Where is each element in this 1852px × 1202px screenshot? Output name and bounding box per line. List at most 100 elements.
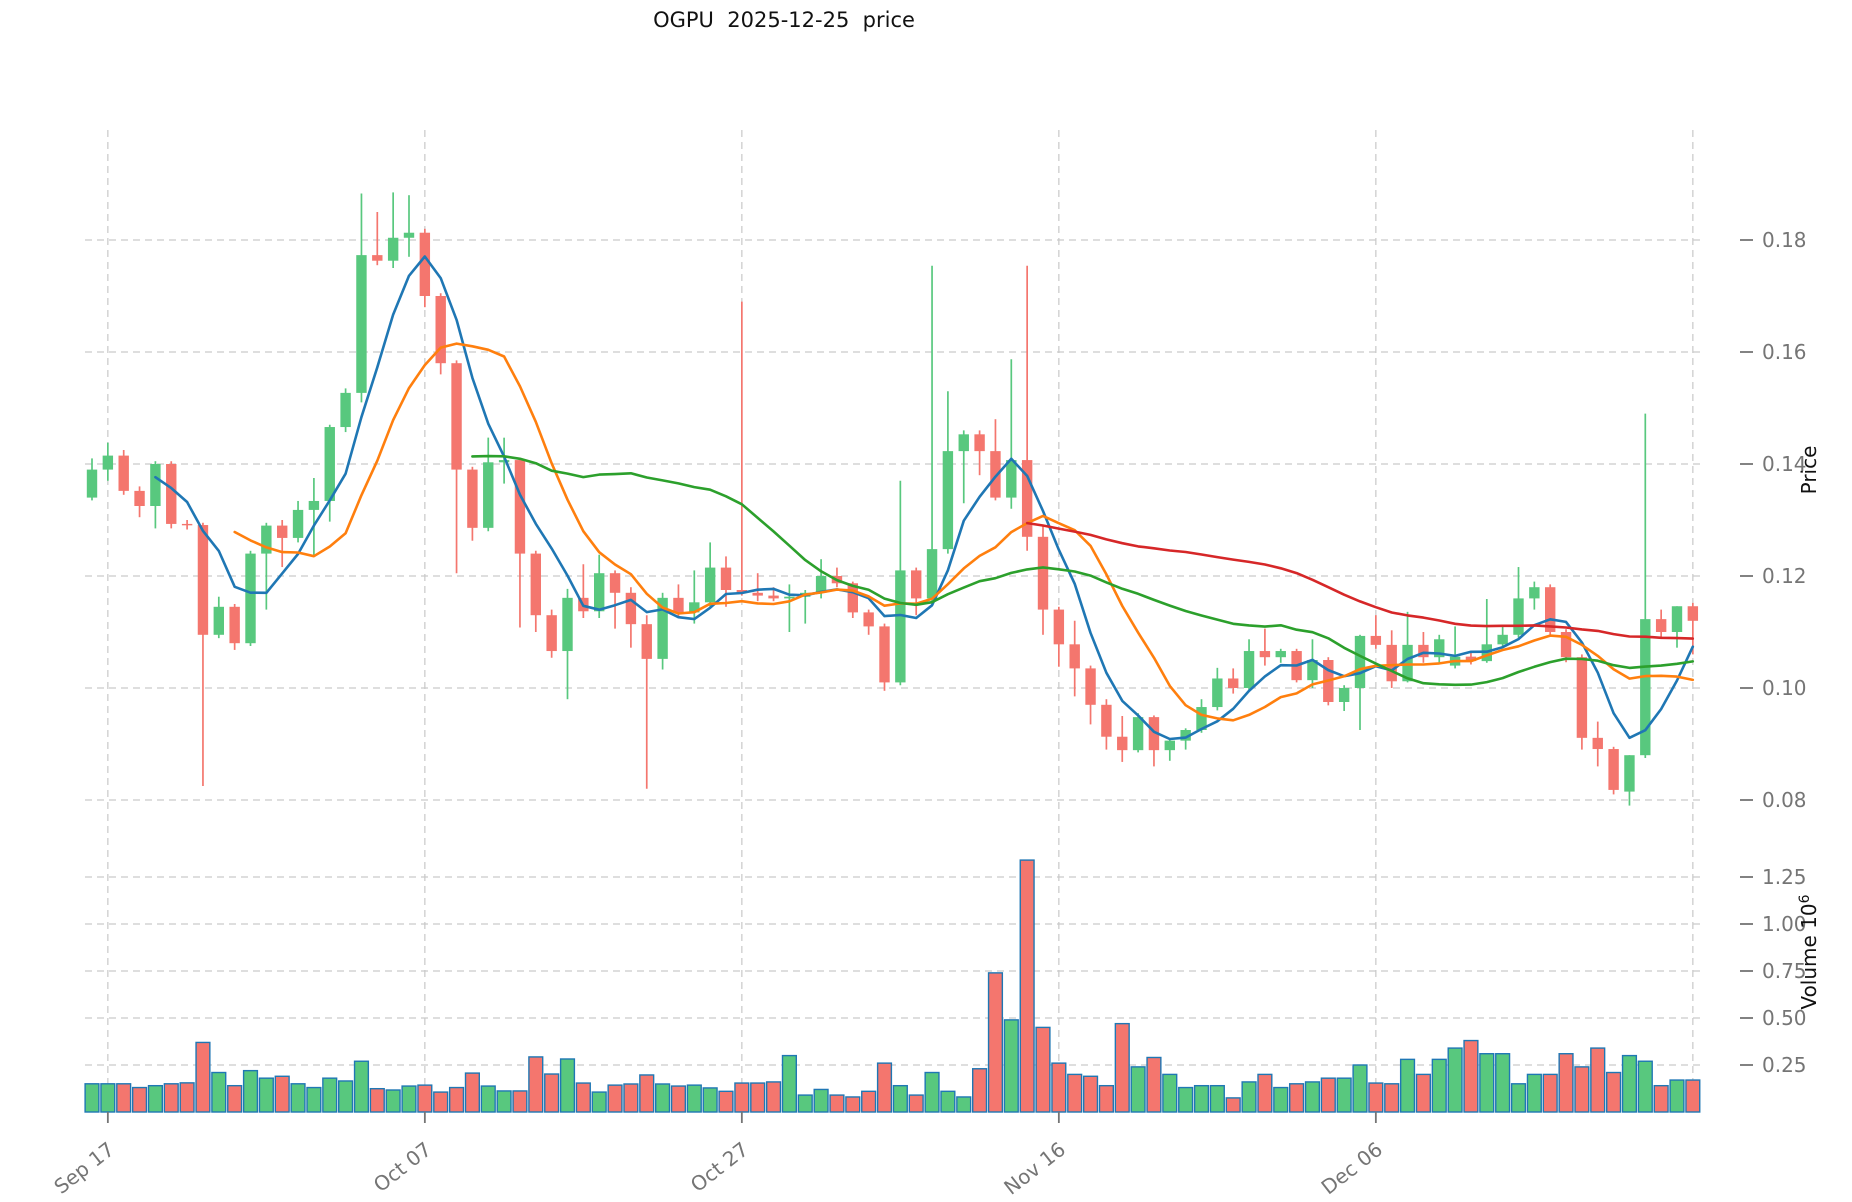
volume-bar	[1130, 1066, 1146, 1113]
volume-bar	[242, 1069, 259, 1113]
ma-line-25	[471, 454, 1695, 687]
candle-body	[372, 255, 383, 261]
volume-tick-label: 1.00	[1762, 912, 1807, 936]
volume-bar	[1384, 1083, 1400, 1113]
volume-bar	[781, 1054, 798, 1113]
candle-body	[1576, 657, 1588, 738]
candle-body	[86, 469, 98, 498]
candle-body	[387, 237, 399, 261]
candle-body	[879, 626, 890, 683]
candle-body	[990, 451, 1001, 498]
volume-bar	[686, 1084, 702, 1113]
volume-bar	[544, 1073, 560, 1113]
candle-body	[181, 523, 193, 526]
volume-bar	[528, 1056, 544, 1113]
price-tick-label: 0.18	[1762, 228, 1807, 252]
candle-body	[213, 606, 224, 635]
candle-body	[1259, 651, 1271, 658]
candle-body	[1370, 635, 1382, 645]
volume-bar	[1510, 1083, 1527, 1113]
y-axis-tick-labels: 0.08 0.10 0.12 0.14 0.16 0.18 1.25 1.00 0.75 0.50…	[1762, 228, 1807, 1077]
candle-body	[657, 597, 668, 659]
candle-body	[1228, 678, 1239, 688]
volume-bar	[1019, 859, 1035, 1113]
candle-body	[483, 462, 494, 528]
volume-tick-label: 1.25	[1762, 865, 1807, 889]
volume-bar	[1082, 1075, 1099, 1113]
candle-body	[863, 612, 874, 627]
candle-body	[292, 509, 304, 538]
volume-bar	[258, 1077, 274, 1113]
volume-bar	[1605, 1071, 1622, 1113]
volume-bar	[274, 1075, 290, 1113]
chart-title: OGPU 2025-12-25 price	[653, 8, 915, 32]
candle-body	[768, 595, 779, 599]
volume-bar	[401, 1085, 417, 1113]
volume-bar	[306, 1086, 322, 1113]
volume-bar	[750, 1082, 766, 1113]
volume-bar	[1415, 1073, 1432, 1113]
candle-body	[277, 525, 288, 538]
volume-bar	[813, 1088, 829, 1113]
candle-body	[784, 596, 795, 599]
candle-body	[1053, 609, 1065, 645]
volume-bar	[1257, 1073, 1273, 1113]
candle-body	[1164, 740, 1175, 751]
volume-bar	[670, 1085, 687, 1113]
volume-bar	[987, 972, 1004, 1113]
candle-body	[1671, 606, 1683, 632]
price-tick-label: 0.16	[1762, 340, 1807, 364]
candle-body	[926, 549, 938, 599]
candle-body	[1560, 632, 1572, 658]
candle-body	[562, 597, 573, 652]
candle-body	[1386, 644, 1397, 682]
candle-body	[467, 469, 478, 528]
volume-bar	[211, 1071, 227, 1113]
volume-bar	[639, 1074, 655, 1113]
candle-body	[1640, 619, 1651, 756]
volume-bar	[845, 1096, 861, 1113]
candle-body	[720, 567, 732, 590]
candles	[86, 192, 1699, 806]
candle-body	[1212, 678, 1223, 708]
axis-ticks	[106, 239, 1753, 1123]
price-tick-label: 0.08	[1762, 788, 1807, 812]
volume-bar	[797, 1094, 813, 1113]
ma-line-60	[1025, 521, 1695, 640]
candle-body	[451, 363, 462, 470]
volume-bar	[924, 1071, 940, 1113]
volume-bar	[448, 1086, 465, 1113]
volume-bar	[1526, 1073, 1542, 1113]
volume-bar	[655, 1083, 671, 1113]
volume-bar	[1003, 1019, 1019, 1113]
volume-bar	[1399, 1058, 1416, 1113]
volume-bar	[1146, 1056, 1162, 1113]
volume-bars	[84, 859, 1701, 1113]
volume-bar	[1098, 1084, 1115, 1113]
price-axis-label: Price	[1797, 446, 1821, 495]
volume-bar	[956, 1096, 972, 1113]
volume-bar	[227, 1084, 243, 1113]
price-tick-label: 0.14	[1762, 452, 1807, 476]
volume-bar	[131, 1086, 148, 1113]
candle-body	[245, 553, 256, 644]
volume-bar	[1352, 1064, 1368, 1113]
volume-bar	[195, 1041, 211, 1113]
volume-bar	[1225, 1097, 1241, 1113]
volume-bar	[464, 1072, 481, 1113]
volume-bar	[385, 1089, 401, 1113]
gridlines	[85, 130, 1705, 1112]
volume-bar	[1162, 1073, 1178, 1113]
candle-body	[1021, 460, 1033, 537]
candle-body	[134, 490, 145, 506]
x-axis-labels: Sep 17 Oct 07 Oct 27 Nov 16 Dec 06	[49, 1137, 1387, 1200]
volume-bar	[940, 1090, 956, 1113]
candle-body	[229, 606, 240, 644]
candle-body	[847, 583, 858, 613]
candle-body	[340, 392, 351, 428]
candle-body	[625, 592, 637, 625]
moving-average-lines	[154, 255, 1695, 741]
candle-body	[1275, 651, 1286, 658]
